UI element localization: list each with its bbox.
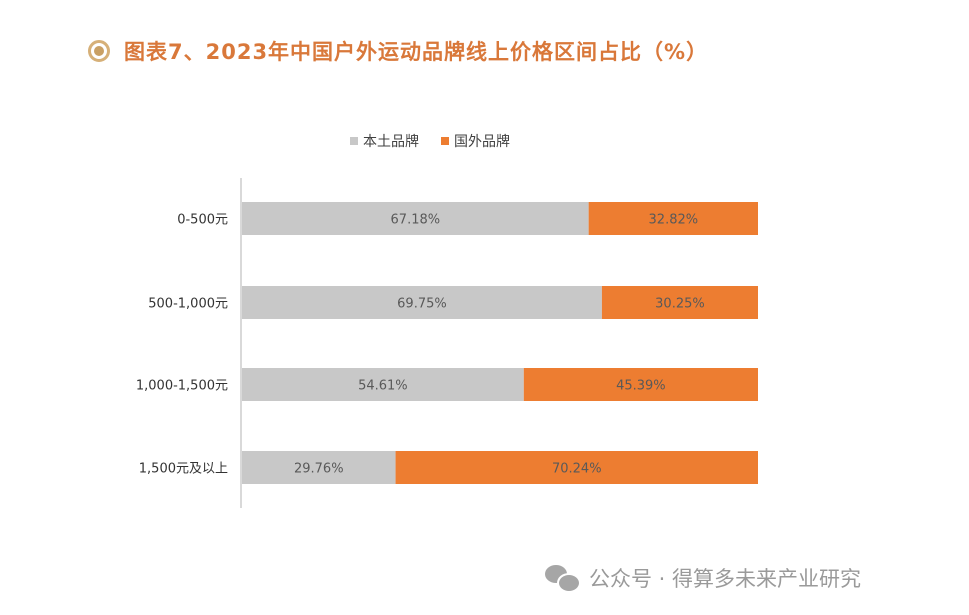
- category-label: 1,500元及以上: [139, 462, 228, 477]
- chart-title-block: 图表7、2023年中国户外运动品牌线上价格区间占比（%）: [88, 36, 708, 66]
- data-label: 70.24%: [552, 462, 602, 477]
- legend-item-domestic: 本土品牌: [350, 131, 419, 151]
- bar-foreign: [588, 202, 758, 235]
- category-label: 500-1,000元: [148, 297, 228, 312]
- category-label: 1,000-1,500元: [136, 379, 228, 394]
- chart-title: 图表7、2023年中国户外运动品牌线上价格区间占比（%）: [124, 40, 709, 64]
- footer-text: 公众号 · 得算多未来产业研究: [589, 567, 862, 591]
- legend-label-domestic: 本土品牌: [363, 134, 419, 150]
- target-circle-dot: [94, 46, 104, 56]
- bar-foreign: [601, 286, 758, 319]
- data-label: 30.25%: [655, 297, 705, 312]
- legend: 本土品牌 国外品牌: [350, 131, 532, 151]
- data-label: 29.76%: [294, 462, 344, 477]
- wechat-icon: [545, 565, 581, 593]
- bar-foreign: [395, 451, 758, 484]
- data-label: 69.75%: [397, 297, 447, 312]
- target-circle-icon: [88, 40, 110, 62]
- bar-domestic: [242, 286, 602, 319]
- legend-label-foreign: 国外品牌: [454, 134, 510, 150]
- bar-domestic: [242, 202, 589, 235]
- legend-swatch-domestic: [350, 137, 358, 145]
- legend-item-foreign: 国外品牌: [441, 131, 510, 151]
- data-label: 32.82%: [649, 213, 699, 228]
- data-label: 54.61%: [358, 379, 408, 394]
- category-label: 0-500元: [177, 213, 228, 228]
- bar-foreign: [523, 368, 758, 401]
- bar-domestic: [242, 368, 524, 401]
- data-label: 67.18%: [391, 213, 441, 228]
- legend-swatch-foreign: [441, 137, 449, 145]
- bar-domestic: [242, 451, 396, 484]
- data-label: 45.39%: [616, 379, 666, 394]
- watermark-footer: 公众号 · 得算多未来产业研究: [545, 563, 861, 593]
